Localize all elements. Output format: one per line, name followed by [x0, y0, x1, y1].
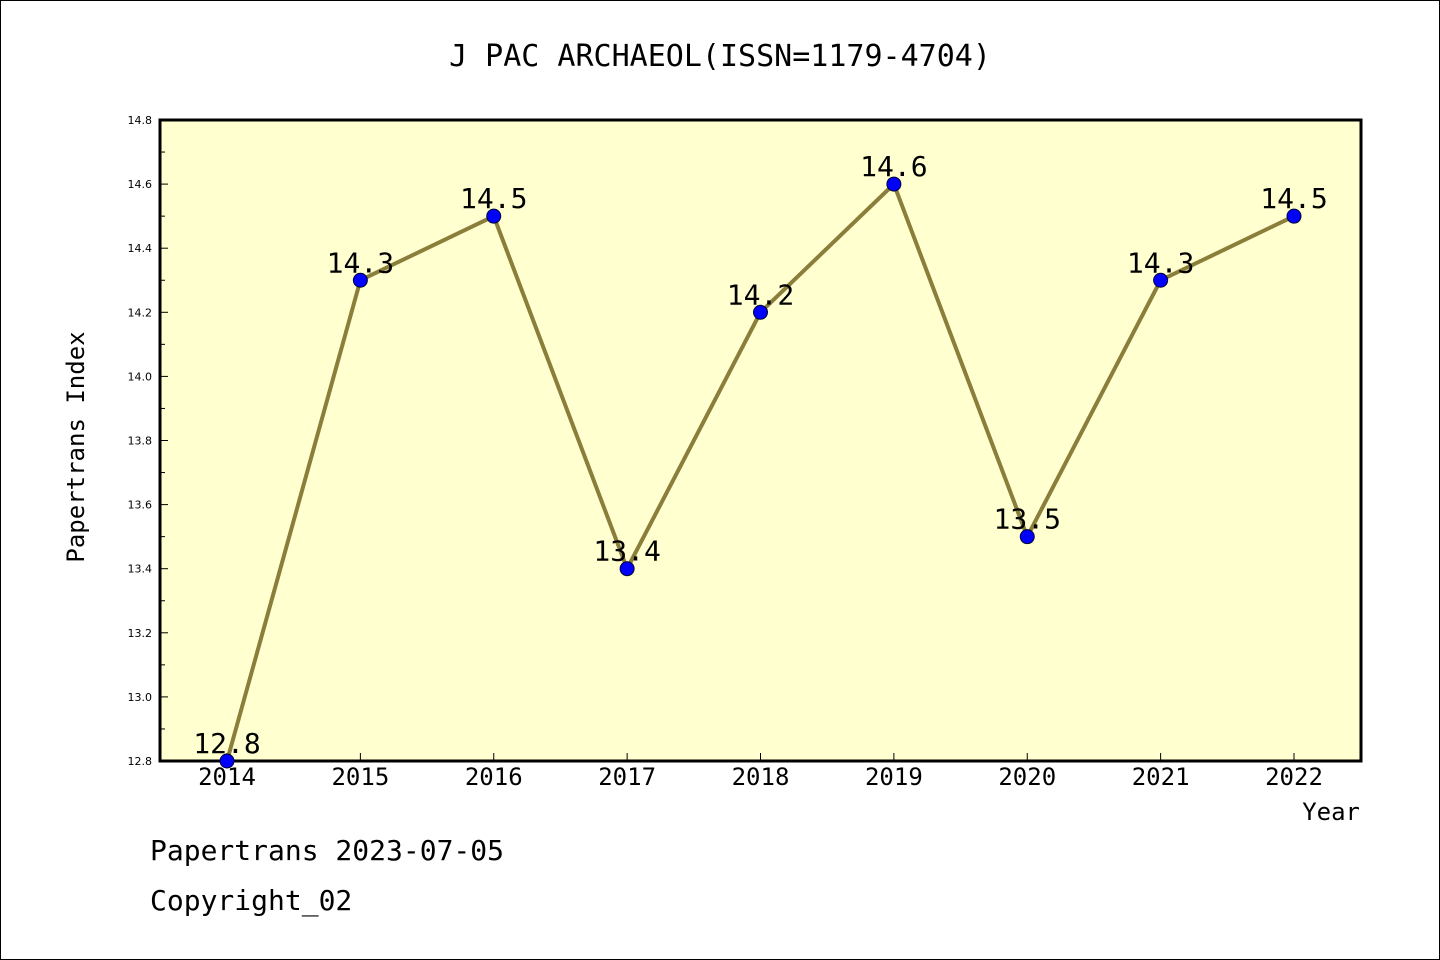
data-point: [619, 561, 635, 577]
plot-area: [158, 118, 1363, 763]
x-tick-label: 2017: [598, 763, 656, 791]
series-layer: 12.8 14.3 14.5 13.4 14.2 14.6 13.5 14.3 14.5: [193, 150, 1328, 769]
y-tick-label: 14.0: [128, 370, 153, 383]
chart-title: J PAC ARCHAEOL(ISSN=1179-4704): [449, 39, 991, 74]
data-label: 14.6: [860, 150, 927, 183]
x-tick-label: 2016: [465, 763, 523, 791]
x-tick-label: 2019: [865, 763, 923, 791]
y-tick-label: 14.6: [128, 178, 153, 191]
footer-date: Papertrans 2023-07-05: [150, 834, 505, 867]
data-point: [753, 304, 768, 320]
data-point: [886, 176, 902, 192]
data-label: 13.4: [593, 535, 660, 568]
data-point: [219, 753, 235, 769]
data-label: 14.3: [327, 246, 394, 279]
x-tick-label: 2015: [331, 763, 389, 791]
y-tick-label: 14.8: [128, 114, 153, 127]
y-tick-label: 14.2: [128, 306, 153, 319]
y-axis: 12.8 13.0 13.2 13.4 13.6 13.8 14.0 14.2 14.4 14.6…: [128, 114, 168, 768]
x-tick-label: 2022: [1265, 763, 1323, 791]
footer-copyright: Copyright_02: [150, 884, 353, 917]
data-point: [1153, 272, 1169, 288]
y-tick-label: 13.8: [128, 435, 153, 448]
y-axis-label: Papertrans Index: [62, 331, 90, 562]
y-tick-label: 13.2: [128, 627, 153, 640]
data-point: [352, 272, 368, 288]
data-label: 14.5: [1260, 182, 1327, 215]
x-tick-label: 2020: [998, 763, 1056, 791]
x-axis-label: Year: [1302, 798, 1360, 826]
y-tick-label: 12.8: [128, 755, 153, 768]
data-label: 14.2: [727, 278, 794, 311]
data-label: 13.5: [994, 503, 1061, 536]
x-tick-label: 2018: [732, 763, 790, 791]
data-point: [1019, 529, 1035, 545]
x-tick-label: 2021: [1132, 763, 1190, 791]
y-tick-label: 14.4: [128, 242, 153, 255]
y-tick-label: 13.6: [128, 499, 153, 512]
y-tick-label: 13.4: [128, 563, 153, 576]
data-point: [486, 208, 502, 224]
data-label: 14.3: [1127, 246, 1194, 279]
y-tick-label: 13.0: [128, 691, 153, 704]
data-label: 14.5: [460, 182, 527, 215]
x-axis: 2014 2015 2016 2017 2018 2019 2020 2021 2022: [198, 753, 1323, 791]
data-point: [1286, 208, 1302, 224]
data-label: 12.8: [193, 727, 260, 760]
